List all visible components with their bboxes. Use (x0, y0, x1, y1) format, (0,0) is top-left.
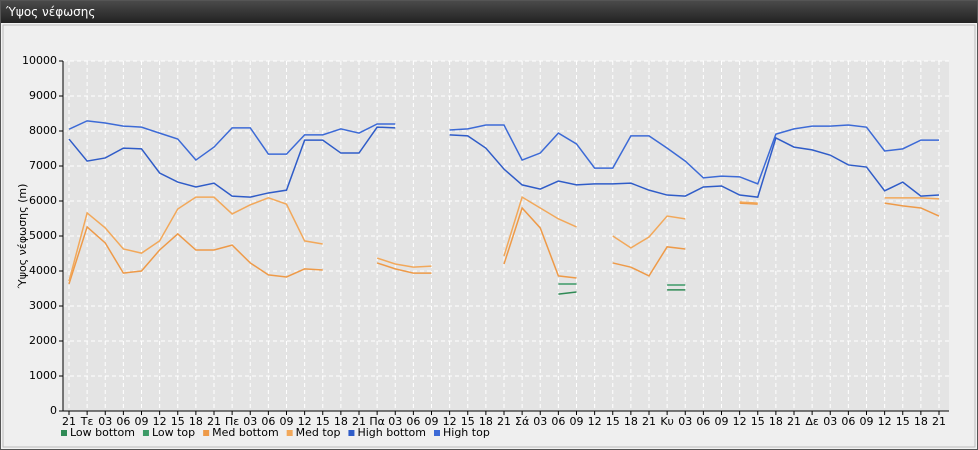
x-tick-label: 03 (678, 415, 692, 428)
x-tick-label: 09 (135, 415, 149, 428)
legend-label: High top (443, 426, 490, 439)
y-tick-label: 8000 (29, 124, 57, 137)
x-tick-label: 09 (715, 415, 729, 428)
y-tick-label: 10000 (22, 54, 57, 67)
x-tick-label: 09 (280, 415, 294, 428)
x-tick-label: 03 (823, 415, 837, 428)
x-tick-label: 06 (551, 415, 565, 428)
x-tick-label: 03 (243, 415, 257, 428)
y-tick-label: 1000 (29, 369, 57, 382)
x-tick-label: 18 (479, 415, 493, 428)
x-tick-label: 21 (207, 415, 221, 428)
x-tick-label: 21 (642, 415, 656, 428)
x-tick-label: 06 (261, 415, 275, 428)
x-tick-label: 15 (606, 415, 620, 428)
x-tick-label: 21 (787, 415, 801, 428)
x-tick-label: 21 (932, 415, 946, 428)
x-tick-label: 21 (497, 415, 511, 428)
y-tick-label: 6000 (29, 194, 57, 207)
x-tick-label: Τε (80, 415, 94, 428)
x-tick-label: 06 (841, 415, 855, 428)
x-tick-label: 18 (769, 415, 783, 428)
legend-label: Low bottom (70, 426, 135, 439)
x-tick-label: 12 (588, 415, 602, 428)
x-tick-label: 18 (914, 415, 928, 428)
x-tick-label: 06 (406, 415, 420, 428)
x-tick-label: 03 (533, 415, 547, 428)
x-tick-label: 12 (878, 415, 892, 428)
x-tick-label: 12 (733, 415, 747, 428)
y-tick-label: 7000 (29, 159, 57, 172)
legend-label: Low top (152, 426, 195, 439)
y-tick-label: 5000 (29, 229, 57, 242)
x-tick-label: 15 (751, 415, 765, 428)
x-tick-label: 15 (461, 415, 475, 428)
x-tick-label: Κυ (660, 415, 674, 428)
x-tick-label: 18 (624, 415, 638, 428)
series-line (68, 196, 940, 282)
x-tick-label: 12 (298, 415, 312, 428)
x-tick-label: 03 (98, 415, 112, 428)
x-tick-label: 21 (352, 415, 366, 428)
y-tick-label: 9000 (29, 89, 57, 102)
x-tick-label: 18 (189, 415, 203, 428)
x-tick-label: 06 (116, 415, 130, 428)
title-bar: Ύψος νέφωσης (1, 1, 977, 23)
x-tick-label: 12 (153, 415, 167, 428)
y-tick-label: 3000 (29, 299, 57, 312)
x-tick-label: 12 (443, 415, 457, 428)
series-line (558, 283, 686, 286)
x-tick-label: 18 (334, 415, 348, 428)
legend-marker (61, 430, 67, 436)
legend-label: Med top (296, 426, 341, 439)
series-line (68, 120, 939, 185)
legend-marker (203, 430, 210, 436)
x-tick-label: 21 (62, 415, 76, 428)
x-tick-label: Πα (369, 415, 385, 428)
x-tick-label: Σά (515, 415, 529, 428)
x-tick-label: 03 (388, 415, 402, 428)
x-tick-label: 15 (316, 415, 330, 428)
chart: Ύψος νέφωσης (m) 0 1000 2000 3000 4000 5000 60… (2, 24, 976, 448)
legend-marker (434, 430, 440, 436)
legend-marker (286, 430, 293, 436)
legend-marker (142, 430, 149, 436)
series-line (558, 289, 686, 295)
y-tick-label: 0 (50, 404, 57, 417)
legend-label: High bottom (357, 426, 426, 439)
legend-marker (348, 430, 355, 436)
series-line (68, 126, 940, 198)
x-tick-label: 15 (171, 415, 185, 428)
y-tick-label: 2000 (29, 334, 57, 347)
x-tick-label: 15 (896, 415, 910, 428)
x-tick-label: 09 (425, 415, 439, 428)
x-tick-label: Δε (805, 415, 819, 428)
x-tick-label: 09 (860, 415, 874, 428)
x-tick-label: Πε (225, 415, 239, 428)
x-tick-label: 06 (696, 415, 710, 428)
y-axis-label: Ύψος νέφωσης (m) (16, 184, 29, 290)
legend-label: Med bottom (212, 426, 279, 439)
x-tick-label: 09 (570, 415, 584, 428)
y-tick-label: 4000 (29, 264, 57, 277)
series-line (68, 202, 940, 285)
